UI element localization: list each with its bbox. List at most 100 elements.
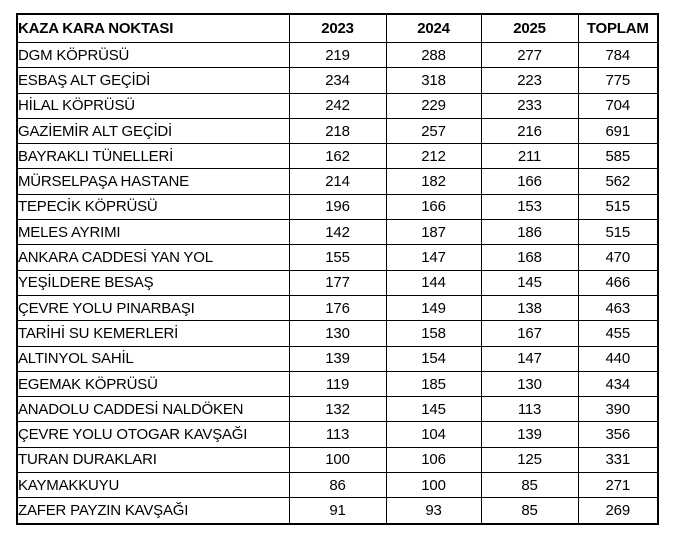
location-cell: ESBAŞ ALT GEÇİDİ (16, 67, 290, 94)
table-row: ANKARA CADDESİ YAN YOL 155 147 168 470 (16, 244, 659, 271)
year-value-cell: 212 (385, 143, 482, 170)
year-value-cell: 85 (480, 472, 579, 499)
column-header-2024: 2024 (385, 13, 482, 43)
table-row: ANADOLU CADDESİ NALDÖKEN 132 145 113 390 (16, 396, 659, 423)
year-value-cell: 176 (288, 294, 387, 322)
year-value-cell: 104 (385, 421, 482, 448)
year-value-cell: 147 (480, 345, 579, 372)
year-value-cell: 85 (480, 497, 579, 525)
year-value-cell: 145 (385, 396, 482, 423)
year-value-cell: 166 (385, 193, 482, 221)
table-row: KAYMAKKUYU 86 100 85 271 (16, 472, 659, 499)
table-row: BAYRAKLI TÜNELLERİ 162 212 211 585 (16, 143, 659, 170)
year-value-cell: 132 (288, 396, 387, 423)
year-value-cell: 233 (480, 92, 579, 119)
year-value-cell: 187 (385, 219, 482, 246)
year-value-cell: 162 (288, 143, 387, 170)
table-row: ÇEVRE YOLU OTOGAR KAVŞAĞI 113 104 139 356 (16, 421, 659, 448)
year-value-cell: 144 (385, 269, 482, 296)
year-value-cell: 106 (385, 446, 482, 474)
location-cell: EGEMAK KÖPRÜSÜ (16, 370, 290, 398)
table-row: TEPECİK KÖPRÜSÜ 196 166 153 515 (16, 193, 659, 221)
table-row: MELES AYRIMI 142 187 186 515 (16, 219, 659, 246)
location-cell: ANADOLU CADDESİ NALDÖKEN (16, 396, 290, 423)
year-value-cell: 219 (288, 41, 387, 69)
total-cell: 463 (577, 294, 659, 322)
year-value-cell: 125 (480, 446, 579, 474)
table-row: HİLAL KÖPRÜSÜ 242 229 233 704 (16, 92, 659, 119)
year-value-cell: 218 (288, 117, 387, 145)
table-row: DGM KÖPRÜSÜ 219 288 277 784 (16, 41, 659, 69)
column-header-2023: 2023 (288, 13, 387, 43)
total-cell: 784 (577, 41, 659, 69)
location-cell: TURAN DURAKLARI (16, 446, 290, 474)
header-row: KAZA KARA NOKTASI 2023 2024 2025 TOPLAM (16, 13, 659, 43)
total-cell: 775 (577, 67, 659, 94)
year-value-cell: 153 (480, 193, 579, 221)
year-value-cell: 154 (385, 345, 482, 372)
location-cell: BAYRAKLI TÜNELLERİ (16, 143, 290, 170)
year-value-cell: 166 (480, 168, 579, 195)
year-value-cell: 86 (288, 472, 387, 499)
year-value-cell: 91 (288, 497, 387, 525)
table-row: TURAN DURAKLARI 100 106 125 331 (16, 446, 659, 474)
location-cell: ZAFER PAYZIN KAVŞAĞI (16, 497, 290, 525)
column-header-total: TOPLAM (577, 13, 659, 43)
total-cell: 269 (577, 497, 659, 525)
table-row: ESBAŞ ALT GEÇİDİ 234 318 223 775 (16, 67, 659, 94)
year-value-cell: 216 (480, 117, 579, 145)
year-value-cell: 182 (385, 168, 482, 195)
year-value-cell: 113 (288, 421, 387, 448)
year-value-cell: 318 (385, 67, 482, 94)
year-value-cell: 186 (480, 219, 579, 246)
total-cell: 515 (577, 193, 659, 221)
table-row: YEŞİLDERE BESAŞ 177 144 145 466 (16, 269, 659, 296)
total-cell: 271 (577, 472, 659, 499)
year-value-cell: 119 (288, 370, 387, 398)
total-cell: 691 (577, 117, 659, 145)
year-value-cell: 147 (385, 244, 482, 271)
year-value-cell: 139 (480, 421, 579, 448)
location-cell: TEPECİK KÖPRÜSÜ (16, 193, 290, 221)
total-cell: 466 (577, 269, 659, 296)
year-value-cell: 130 (480, 370, 579, 398)
year-value-cell: 168 (480, 244, 579, 271)
total-cell: 470 (577, 244, 659, 271)
year-value-cell: 100 (385, 472, 482, 499)
column-header-location: KAZA KARA NOKTASI (16, 13, 290, 43)
table-row: TARİHİ SU KEMERLERİ 130 158 167 455 (16, 320, 659, 347)
table-row: ZAFER PAYZIN KAVŞAĞI 91 93 85 269 (16, 497, 659, 525)
table-row: ÇEVRE YOLU PINARBAŞI 176 149 138 463 (16, 294, 659, 322)
location-cell: DGM KÖPRÜSÜ (16, 41, 290, 69)
year-value-cell: 234 (288, 67, 387, 94)
year-value-cell: 185 (385, 370, 482, 398)
year-value-cell: 167 (480, 320, 579, 347)
table-row: GAZİEMİR ALT GEÇİDİ 218 257 216 691 (16, 117, 659, 145)
year-value-cell: 145 (480, 269, 579, 296)
accident-blackspot-table: KAZA KARA NOKTASI 2023 2024 2025 TOPLAM … (16, 13, 659, 525)
total-cell: 331 (577, 446, 659, 474)
year-value-cell: 93 (385, 497, 482, 525)
year-value-cell: 277 (480, 41, 579, 69)
total-cell: 390 (577, 396, 659, 423)
table-row: EGEMAK KÖPRÜSÜ 119 185 130 434 (16, 370, 659, 398)
total-cell: 515 (577, 219, 659, 246)
location-cell: KAYMAKKUYU (16, 472, 290, 499)
location-cell: TARİHİ SU KEMERLERİ (16, 320, 290, 347)
year-value-cell: 158 (385, 320, 482, 347)
year-value-cell: 229 (385, 92, 482, 119)
year-value-cell: 130 (288, 320, 387, 347)
total-cell: 455 (577, 320, 659, 347)
location-cell: MELES AYRIMI (16, 219, 290, 246)
location-cell: ALTINYOL SAHİL (16, 345, 290, 372)
year-value-cell: 177 (288, 269, 387, 296)
table-row: ALTINYOL SAHİL 139 154 147 440 (16, 345, 659, 372)
year-value-cell: 242 (288, 92, 387, 119)
location-cell: GAZİEMİR ALT GEÇİDİ (16, 117, 290, 145)
location-cell: MÜRSELPAŞA HASTANE (16, 168, 290, 195)
year-value-cell: 149 (385, 294, 482, 322)
year-value-cell: 223 (480, 67, 579, 94)
location-cell: ÇEVRE YOLU OTOGAR KAVŞAĞI (16, 421, 290, 448)
total-cell: 585 (577, 143, 659, 170)
location-cell: YEŞİLDERE BESAŞ (16, 269, 290, 296)
